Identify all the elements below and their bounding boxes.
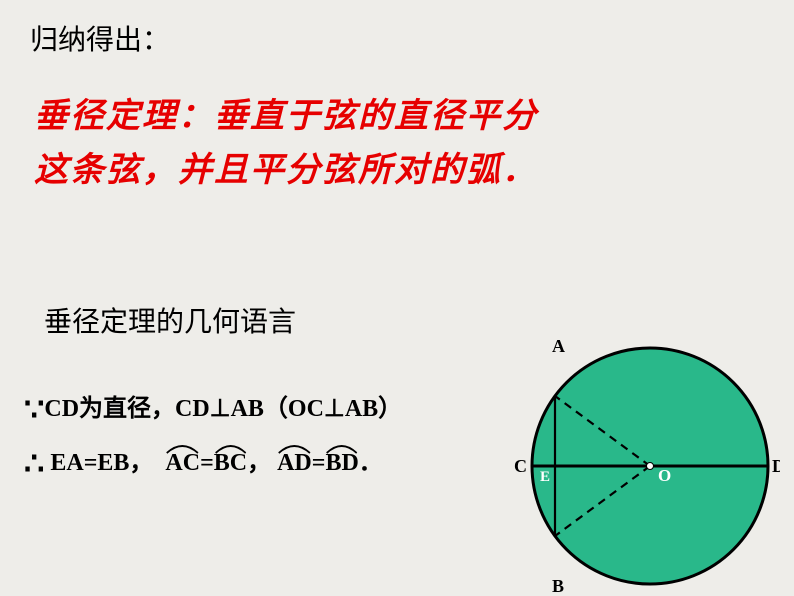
circle-diagram: A B C D E O — [480, 336, 780, 596]
conclusion-line: ∴ EA=EB， AC=BC， AD=BD． — [24, 442, 383, 482]
label-c: C — [514, 456, 527, 476]
label-o: O — [658, 466, 671, 485]
comma1: ， — [247, 442, 271, 477]
arc-ac: AC — [165, 451, 200, 475]
eq1: = — [200, 450, 214, 477]
theorem-text: 垂径定理：垂直于弦的直径平分这条弦，并且平分弦所对的弧． — [34, 90, 554, 199]
label-b: B — [552, 576, 564, 596]
subheading: 垂径定理的几何语言 — [44, 300, 296, 340]
eq2: = — [312, 450, 326, 477]
because-symbol: ∵ — [24, 391, 40, 427]
label-d: D — [772, 456, 780, 476]
arc-bd: BD — [325, 451, 358, 475]
therefore-symbol: ∴ — [24, 445, 40, 481]
conclusion-ea-eb: EA=EB， — [50, 442, 153, 477]
label-e: E — [540, 469, 550, 485]
arc-bc: BC — [214, 451, 247, 475]
heading: 归纳得出： — [30, 18, 170, 58]
label-a: A — [552, 336, 565, 356]
arc-ad: AD — [277, 451, 312, 475]
premise-line: ∵CD为直径，CD⊥AB（OC⊥AB） — [24, 388, 402, 428]
period: ． — [359, 442, 383, 477]
premise-text: CD为直径，CD⊥AB（OC⊥AB） — [44, 388, 402, 423]
center-dot — [647, 463, 654, 470]
